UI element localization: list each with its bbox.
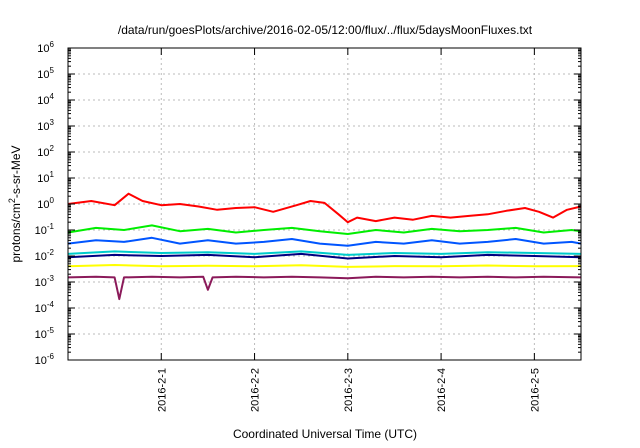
y-tick-label: 10-6 bbox=[35, 352, 55, 367]
y-tick-label: 10-3 bbox=[35, 274, 55, 289]
y-tick-label: 10-5 bbox=[35, 326, 55, 341]
series-line-7 bbox=[67, 275, 582, 301]
x-tick-label: 2016-2-2 bbox=[250, 368, 262, 412]
series-line-1 bbox=[67, 192, 582, 224]
x-tick-label: 2016-2-4 bbox=[436, 368, 448, 412]
x-tick-label: 2016-2-5 bbox=[529, 368, 541, 412]
series-line-2 bbox=[67, 224, 582, 235]
y-tick-label: 100 bbox=[37, 196, 54, 211]
y-tick-label: 104 bbox=[37, 92, 54, 107]
chart-title: /data/run/goesPlots/archive/2016-02-05/1… bbox=[118, 23, 533, 37]
y-tick-label: 101 bbox=[37, 170, 54, 185]
y-tick-label: 10-2 bbox=[35, 248, 55, 263]
y-tick-label: 10-4 bbox=[35, 300, 55, 315]
series-layer bbox=[67, 192, 582, 301]
series-line-3 bbox=[67, 236, 582, 247]
x-axis-label: Coordinated Universal Time (UTC) bbox=[233, 427, 417, 441]
y-tick-label: 106 bbox=[37, 40, 54, 55]
x-axis-ticks: 2016-2-1 2016-2-2 2016-2-3 2016-2-4 2016-2-5 bbox=[156, 48, 541, 412]
y-axis-label: protons/cm2-s-sr-MeV bbox=[7, 145, 23, 262]
series-line-5 bbox=[67, 252, 582, 260]
y-tick-label: 105 bbox=[37, 66, 54, 81]
y-tick-label: 103 bbox=[37, 118, 54, 133]
series-line-6 bbox=[67, 264, 582, 268]
y-axis-ticks: 10-6 10-5 10-4 10-3 10-2 10-1 100 101 102 103 104 1… bbox=[35, 40, 581, 367]
x-tick-label: 2016-2-3 bbox=[343, 368, 355, 412]
y-tick-label: 10-1 bbox=[35, 222, 55, 237]
series-line-4 bbox=[67, 250, 582, 256]
y-tick-label: 102 bbox=[37, 144, 54, 159]
x-tick-label: 2016-2-1 bbox=[156, 368, 168, 412]
